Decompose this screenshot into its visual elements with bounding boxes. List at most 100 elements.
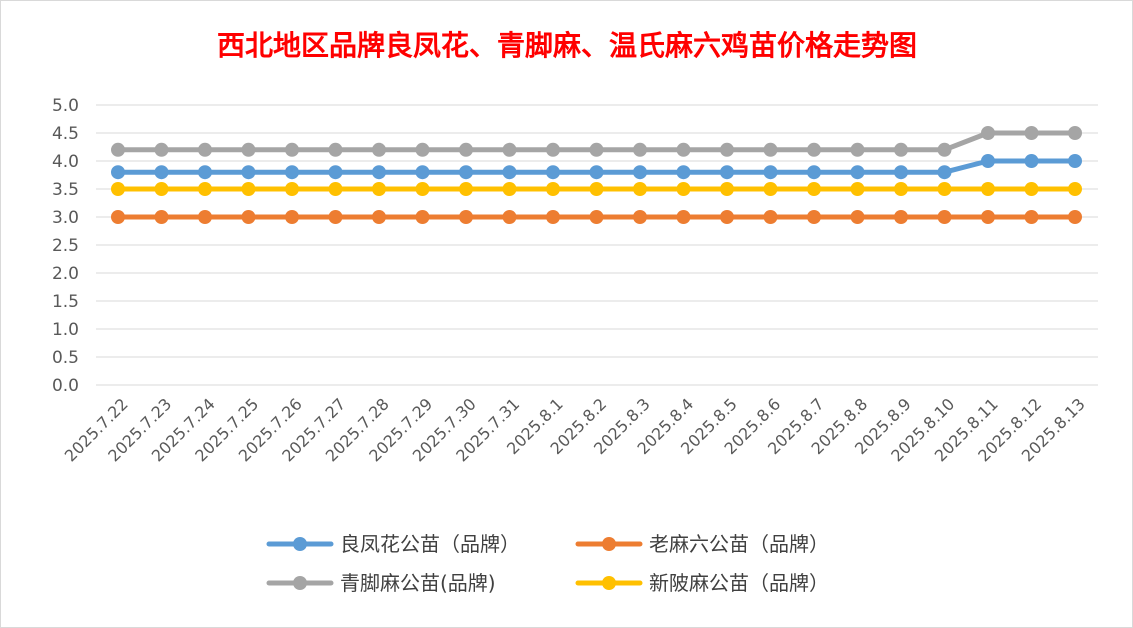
data-point bbox=[894, 182, 908, 196]
data-point bbox=[154, 165, 169, 180]
data-point bbox=[1024, 210, 1039, 224]
data-point bbox=[676, 182, 691, 196]
data-point bbox=[415, 182, 430, 196]
data-point bbox=[328, 182, 343, 196]
data-point bbox=[676, 142, 691, 157]
data-point bbox=[633, 210, 647, 224]
data-point bbox=[633, 182, 647, 196]
data-point bbox=[937, 142, 952, 157]
data-point bbox=[241, 165, 256, 180]
data-point bbox=[285, 142, 299, 157]
data-point bbox=[1068, 210, 1082, 224]
y-tick-label: 2.5 bbox=[52, 236, 79, 256]
data-point bbox=[807, 142, 821, 157]
data-point bbox=[546, 142, 560, 157]
data-point bbox=[720, 165, 734, 180]
data-point bbox=[459, 182, 473, 196]
data-point bbox=[850, 182, 865, 196]
legend-item: 良凤花公苗（品牌） bbox=[266, 532, 520, 556]
data-point bbox=[633, 165, 647, 180]
data-point bbox=[807, 165, 821, 180]
data-point bbox=[198, 165, 212, 180]
data-point bbox=[633, 142, 647, 157]
data-point bbox=[894, 142, 908, 157]
data-point bbox=[1068, 126, 1082, 140]
data-point bbox=[372, 142, 386, 157]
y-tick-label: 0.0 bbox=[52, 376, 79, 396]
data-point bbox=[241, 182, 256, 196]
data-point bbox=[502, 165, 517, 180]
data-point bbox=[981, 126, 995, 140]
data-point bbox=[589, 182, 604, 196]
data-point bbox=[894, 210, 908, 224]
data-point bbox=[850, 142, 865, 157]
data-point bbox=[372, 182, 386, 196]
data-point bbox=[111, 142, 125, 157]
data-point bbox=[415, 210, 430, 224]
data-point bbox=[676, 165, 691, 180]
data-point bbox=[198, 182, 212, 196]
data-point bbox=[807, 210, 821, 224]
y-axis-ticks: 0.0 0.5 1.0 1.5 2.0 2.5 3.0 3.5 4.0 4.5 5.0 bbox=[52, 96, 79, 396]
legend-label: 青脚麻公苗(品牌) bbox=[340, 571, 496, 595]
data-point bbox=[111, 182, 125, 196]
series-group bbox=[111, 210, 1082, 224]
data-point bbox=[937, 182, 952, 196]
data-point bbox=[198, 210, 212, 224]
data-point bbox=[241, 142, 256, 157]
chart-title: 西北地区品牌良凤花、青脚麻、温氏麻六鸡苗价格走势图 bbox=[217, 29, 917, 62]
data-point bbox=[502, 210, 517, 224]
data-point bbox=[763, 182, 778, 196]
data-point bbox=[372, 165, 386, 180]
data-point bbox=[1068, 154, 1082, 168]
data-point bbox=[937, 210, 952, 224]
data-point bbox=[981, 154, 995, 168]
data-point bbox=[589, 210, 604, 224]
y-tick-label: 3.0 bbox=[52, 208, 79, 228]
data-point bbox=[1068, 182, 1082, 196]
series-lines bbox=[111, 126, 1082, 224]
data-point bbox=[502, 142, 517, 157]
legend-swatch-marker bbox=[602, 537, 616, 551]
data-point bbox=[894, 165, 908, 180]
data-point bbox=[154, 182, 169, 196]
data-point bbox=[720, 142, 734, 157]
data-point bbox=[763, 165, 778, 180]
legend-swatch-marker bbox=[293, 576, 307, 590]
data-point bbox=[676, 210, 691, 224]
legend-item: 青脚麻公苗(品牌) bbox=[266, 571, 496, 595]
data-point bbox=[328, 142, 343, 157]
data-point bbox=[285, 210, 299, 224]
data-point bbox=[111, 165, 125, 180]
data-point bbox=[111, 210, 125, 224]
data-point bbox=[763, 142, 778, 157]
data-point bbox=[589, 142, 604, 157]
legend-label: 老麻六公苗（品牌） bbox=[649, 532, 829, 556]
data-point bbox=[502, 182, 517, 196]
legend: 良凤花公苗（品牌） 老麻六公苗（品牌） 青脚麻公苗(品牌) 新陂麻公苗（品牌） bbox=[266, 532, 829, 595]
data-point bbox=[154, 142, 169, 157]
data-point bbox=[546, 182, 560, 196]
data-point bbox=[154, 210, 169, 224]
y-tick-label: 0.5 bbox=[52, 348, 79, 368]
data-point bbox=[459, 142, 473, 157]
data-point bbox=[720, 182, 734, 196]
series-group bbox=[111, 182, 1082, 196]
y-tick-label: 4.5 bbox=[52, 124, 79, 144]
series-group bbox=[111, 126, 1082, 157]
data-point bbox=[415, 165, 430, 180]
y-tick-label: 2.0 bbox=[52, 264, 79, 284]
data-point bbox=[285, 182, 299, 196]
legend-item: 新陂麻公苗（品牌） bbox=[575, 571, 829, 595]
data-point bbox=[850, 210, 865, 224]
data-point bbox=[285, 165, 299, 180]
data-point bbox=[459, 210, 473, 224]
data-point bbox=[372, 210, 386, 224]
data-point bbox=[1024, 126, 1039, 140]
y-tick-label: 5.0 bbox=[52, 96, 79, 116]
x-axis-ticks: 2025.7.222025.7.232025.7.242025.7.252025… bbox=[61, 394, 1089, 465]
data-point bbox=[198, 142, 212, 157]
legend-label: 新陂麻公苗（品牌） bbox=[649, 571, 829, 595]
